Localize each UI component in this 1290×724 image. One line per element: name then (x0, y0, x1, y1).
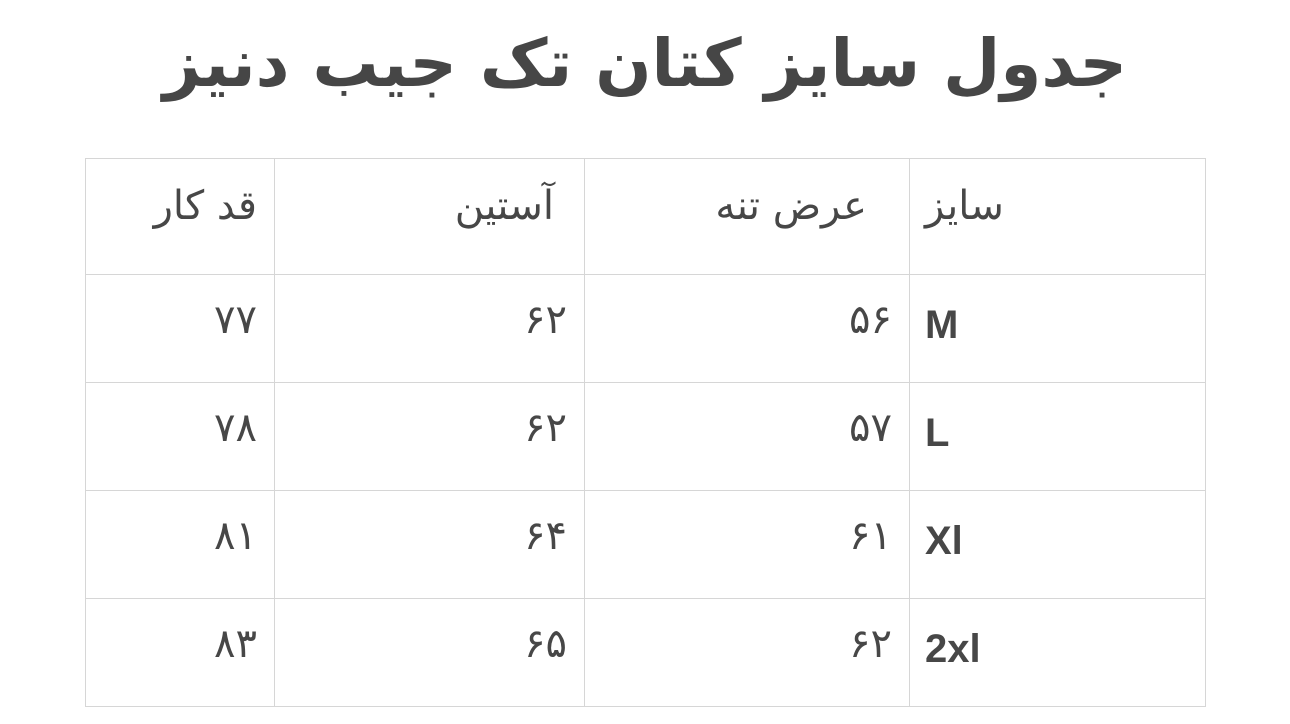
cell-size: L (909, 382, 1206, 491)
table-row: Xl ۶۱ ۶۴ ۸۱ (85, 490, 1206, 599)
cell-text: ۵۷ (849, 405, 892, 451)
header-chest-width: عرض تنه (584, 158, 910, 275)
cell-size: M (909, 274, 1206, 383)
cell-sleeve: ۶۲ (274, 274, 585, 383)
cell-text: ۷۸ (214, 405, 257, 451)
size-table: سایز عرض تنه آستین قد کار M ۵۶ ۶۲ ۷۷ L ۵… (85, 158, 1206, 707)
header-length: قد کار (85, 158, 275, 275)
cell-text: ۶۴ (524, 513, 567, 559)
cell-length: ۷۷ (85, 274, 275, 383)
cell-chest-width: ۵۶ (584, 274, 910, 383)
table-row: M ۵۶ ۶۲ ۷۷ (85, 274, 1206, 383)
table-row: 2xl ۶۲ ۶۵ ۸۳ (85, 598, 1206, 707)
cell-text: ۶۵ (524, 621, 567, 667)
table-header-row: سایز عرض تنه آستین قد کار (85, 158, 1206, 275)
cell-length: ۷۸ (85, 382, 275, 491)
header-label: آستین (454, 183, 554, 229)
page-title: جدول سایز کتان تک جیب دنیز (162, 25, 1128, 102)
cell-text: M (925, 303, 959, 347)
cell-text: ۶۱ (849, 513, 892, 559)
cell-sleeve: ۶۴ (274, 490, 585, 599)
table-row: L ۵۷ ۶۲ ۷۸ (85, 382, 1206, 491)
cell-chest-width: ۵۷ (584, 382, 910, 491)
header-label: عرض تنه (715, 183, 867, 229)
cell-text: ۸۱ (214, 513, 257, 559)
cell-text: ۵۶ (849, 297, 892, 343)
cell-text: ۸۳ (214, 621, 257, 667)
cell-length: ۸۳ (85, 598, 275, 707)
cell-text: 2xl (925, 627, 981, 671)
cell-size: Xl (909, 490, 1206, 599)
cell-text: Xl (925, 519, 963, 563)
cell-text: ۶۲ (849, 621, 892, 667)
header-label: سایز (925, 183, 1004, 229)
cell-length: ۸۱ (85, 490, 275, 599)
cell-text: ۷۷ (214, 297, 257, 343)
cell-size: 2xl (909, 598, 1206, 707)
cell-text: ۶۲ (524, 297, 567, 343)
cell-sleeve: ۶۵ (274, 598, 585, 707)
header-label: قد کار (153, 183, 257, 229)
cell-chest-width: ۶۲ (584, 598, 910, 707)
cell-chest-width: ۶۱ (584, 490, 910, 599)
cell-text: L (925, 411, 950, 455)
cell-sleeve: ۶۲ (274, 382, 585, 491)
cell-text: ۶۲ (524, 405, 567, 451)
header-size: سایز (909, 158, 1206, 275)
header-sleeve: آستین (274, 158, 585, 275)
